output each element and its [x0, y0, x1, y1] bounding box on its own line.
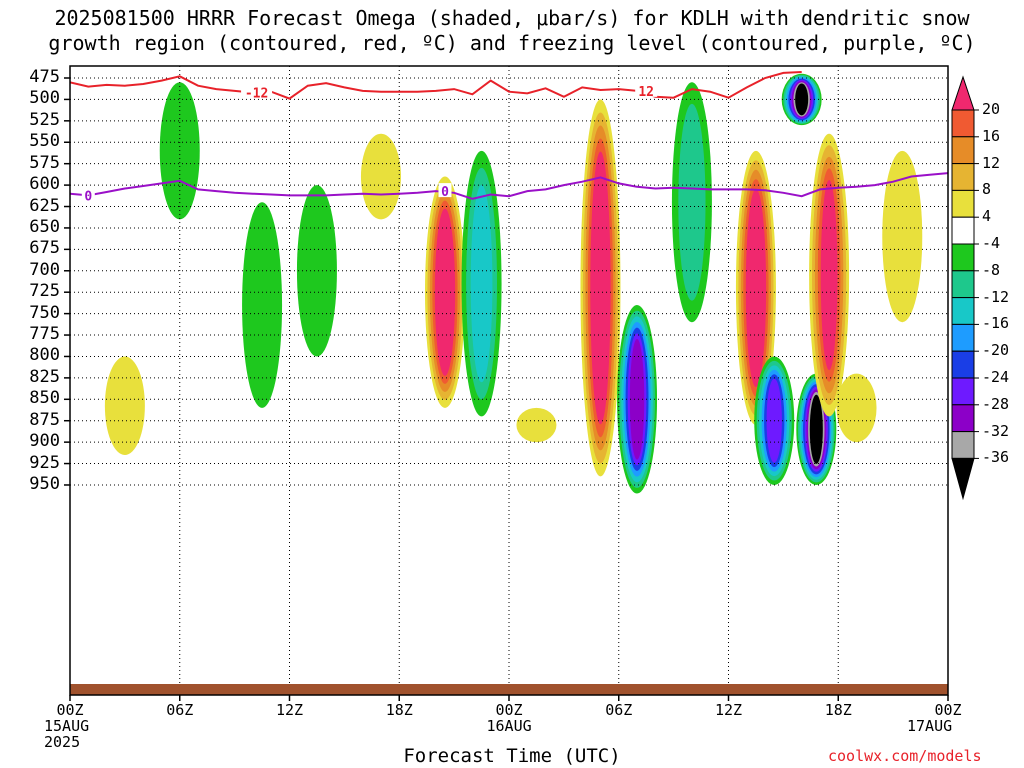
omega-cell-4-5 [437, 216, 453, 368]
x-tick-label: 00Z [934, 701, 962, 719]
y-tick-label: 700 [29, 259, 60, 280]
omega-cell-13-1 [678, 103, 706, 301]
colorbar-swatch-3 [951, 189, 975, 218]
contour-label-3: 0 [441, 185, 449, 200]
colorbar-label: -16 [982, 314, 1010, 333]
colorbar-swatch-8 [951, 323, 975, 352]
x-tick-label: 18Z [824, 701, 852, 719]
colorbar-swatch-5 [951, 243, 975, 272]
colorbar-label: -4 [982, 234, 1001, 252]
omega-cell-15-0 [360, 133, 401, 220]
x-tick-date-label: 17AUG [907, 717, 953, 735]
omega-cell-5-2 [470, 184, 493, 383]
contour-label-1: 12 [638, 85, 654, 100]
x-tick-date-label: 2025 [44, 733, 81, 751]
chart-title-line2: growth region (contoured, red, ºC) and f… [48, 31, 976, 55]
colorbar-label: 12 [982, 153, 1001, 172]
colorbar-swatch-10 [951, 377, 975, 406]
y-tick-label: 525 [29, 109, 60, 130]
contour-label-bg-1 [635, 82, 658, 97]
colorbar-label: 4 [982, 207, 992, 226]
colorbar-swatch-2 [951, 163, 975, 191]
omega-cell-6-5 [592, 164, 609, 412]
omega-shading [104, 73, 923, 494]
colorbar-swatch-9 [951, 350, 975, 379]
y-tick-label: 550 [29, 131, 60, 152]
y-tick-label: 725 [29, 281, 60, 302]
colorbar-label: -20 [982, 341, 1010, 360]
credit-text: coolwx.com/models [828, 747, 982, 765]
contour-label-0: -12 [245, 87, 268, 102]
colorbar-swatch-12 [951, 431, 975, 459]
x-tick-label: 12Z [715, 701, 743, 719]
contour-label-bg-0 [241, 84, 273, 99]
y-tick-label: 925 [29, 452, 60, 473]
colorbar-swatch-7 [951, 297, 975, 325]
x-tick-date-label: 16AUG [486, 717, 532, 735]
omega-cell-12-4 [820, 179, 838, 371]
grid-lines [70, 66, 948, 695]
y-tick-marks [64, 77, 70, 486]
y-tick-label: 575 [29, 152, 60, 173]
omega-cell-0-0 [104, 356, 145, 455]
colorbar-label: 8 [982, 180, 992, 199]
x-tick-label: 06Z [166, 701, 194, 719]
x-axis-title: Forecast Time (UTC) [403, 745, 621, 767]
colorbar-swatch-11 [951, 404, 975, 433]
x-tick-date-label: 15AUG [44, 717, 90, 735]
omega-cell-17-0 [836, 373, 877, 443]
colorbar-label: -8 [982, 260, 1001, 279]
colorbar-label: -36 [982, 448, 1010, 467]
omega-cell-2-0 [242, 202, 283, 408]
contour-label-bg-3 [438, 183, 452, 198]
colorbar-label: -12 [982, 287, 1010, 306]
colorbar-label: 16 [982, 126, 1001, 145]
y-tick-label: 500 [29, 88, 60, 109]
y-tick-label: 825 [29, 366, 60, 387]
ground-strip [70, 684, 948, 695]
colorbar-swatch-6 [951, 270, 975, 299]
colorbar-swatch-1 [951, 136, 975, 165]
colorbar-label: -28 [982, 394, 1010, 413]
colorbar-label: -32 [982, 421, 1010, 440]
y-tick-label: 675 [29, 238, 60, 259]
y-tick-label: 950 [29, 473, 60, 494]
omega-cell-8-5 [748, 198, 764, 378]
y-tick-label: 800 [29, 345, 60, 366]
x-tick-marks [69, 695, 949, 701]
colorbar-label: -24 [982, 368, 1010, 386]
colorbar-swatch-0 [951, 109, 975, 138]
colorbar [951, 75, 979, 501]
y-tick-label: 625 [29, 195, 60, 216]
contour-label-2: 0 [84, 189, 92, 204]
colorbar-bottom-arrow [951, 457, 975, 501]
colorbar-swatch-4 [951, 216, 975, 245]
y-tick-label: 600 [29, 174, 60, 195]
omega-cell-7-6 [629, 338, 645, 460]
y-tick-label: 850 [29, 388, 60, 409]
x-tick-label: 00Z [56, 701, 84, 719]
y-tick-label: 750 [29, 302, 60, 323]
contour-label-bg-2 [81, 187, 95, 202]
x-tick-label: 06Z [605, 701, 633, 719]
omega-cell-14-0 [882, 150, 923, 323]
contour-line-0 [70, 71, 802, 100]
y-tick-label: 475 [29, 67, 60, 87]
chart-title-line1: 2025081500 HRRR Forecast Omega (shaded, … [54, 6, 970, 30]
contour-lines: -12 12 0 0 [70, 71, 948, 204]
contour-line-1 [70, 172, 948, 200]
y-tick-label: 900 [29, 431, 60, 452]
x-tick-label: 18Z [385, 701, 413, 719]
x-tick-label: 00Z [495, 701, 523, 719]
x-tick-label: 12Z [276, 701, 304, 719]
omega-cell-10-8 [795, 83, 809, 116]
y-tick-label: 775 [29, 324, 60, 345]
colorbar-label: 20 [982, 100, 1001, 118]
omega-cell-16-0 [516, 407, 557, 443]
omega-cell-11-8 [809, 394, 823, 464]
y-tick-label: 650 [29, 216, 60, 237]
y-tick-label: 875 [29, 409, 60, 430]
colorbar-top-arrow [951, 75, 975, 111]
